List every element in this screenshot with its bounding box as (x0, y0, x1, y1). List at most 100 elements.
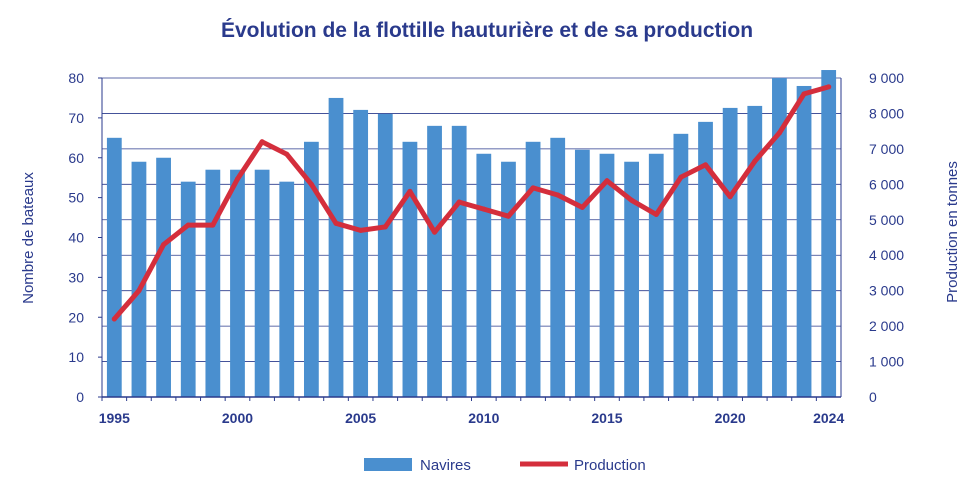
x-tick-label: 2020 (715, 410, 746, 426)
bar-navires-2018 (673, 133, 689, 397)
y2-tick-label: 4 000 (869, 247, 904, 263)
x-tick-label: 2000 (222, 410, 253, 426)
x-tick-label: 1995 (99, 410, 130, 426)
x-tick-label: 2005 (345, 410, 376, 426)
line-production (111, 84, 832, 322)
bar-navires-2001 (254, 169, 270, 397)
y2-tick-label: 3 000 (869, 283, 904, 299)
bar-navires-1998 (180, 181, 196, 397)
point-production-1999 (210, 222, 216, 228)
point-production-2008 (432, 229, 438, 235)
bar-navires-2006 (377, 113, 393, 397)
point-production-2020 (727, 194, 733, 200)
bar-navires-2024 (821, 70, 837, 398)
point-production-1995 (111, 316, 117, 322)
point-production-2016 (629, 197, 635, 203)
point-production-2023 (801, 91, 807, 97)
point-production-2003 (308, 181, 314, 187)
bar-navires-2008 (427, 125, 442, 397)
bar-navires-2005 (353, 109, 369, 398)
bar-navires-2021 (747, 105, 763, 397)
bar-navires-2022 (772, 78, 787, 397)
point-production-2011 (505, 213, 511, 219)
y-tick-label: 0 (76, 389, 84, 405)
x-tick-label: 2010 (468, 410, 499, 426)
bar-navires-2007 (402, 141, 418, 397)
bar-navires-2023 (796, 85, 812, 397)
point-production-1997 (161, 242, 167, 248)
point-production-2013 (555, 192, 561, 198)
bar-series-navires (106, 70, 837, 398)
legend: Navires Production (364, 457, 646, 474)
y-tick-label: 80 (68, 70, 84, 86)
bar-navires-2016 (624, 161, 640, 397)
point-production-2022 (776, 130, 782, 136)
y2-tick-label: 9 000 (869, 70, 904, 86)
bar-navires-2003 (303, 141, 319, 397)
y-tick-label: 60 (68, 150, 84, 166)
y2-tick-label: 7 000 (869, 141, 904, 157)
bar-navires-2019 (698, 121, 713, 398)
y2-axis-label: Production en tonnes (944, 161, 961, 303)
gridlines (102, 77, 841, 362)
bar-navires-2015 (599, 153, 615, 397)
y2-tick-label: 2 000 (869, 318, 904, 334)
bar-navires-2013 (550, 137, 566, 397)
point-production-2004 (333, 220, 339, 226)
point-production-2014 (579, 204, 585, 210)
bar-navires-2011 (501, 161, 516, 397)
point-production-2005 (358, 227, 364, 233)
point-production-2012 (530, 185, 536, 191)
point-production-2000 (234, 176, 240, 182)
y-tick-label: 50 (68, 190, 84, 206)
point-production-2001 (259, 139, 265, 145)
legend-label-production: Production (574, 457, 646, 474)
bar-navires-1999 (205, 169, 221, 397)
bar-navires-1996 (131, 161, 147, 397)
point-production-2009 (456, 199, 462, 205)
axes (101, 78, 842, 401)
left-axis-ticks: 0 10 20 30 40 50 60 70 80 (68, 70, 102, 405)
bar-navires-2004 (328, 97, 344, 397)
bar-navires-2010 (476, 153, 492, 397)
y-tick-label: 70 (68, 110, 84, 126)
bar-navires-2002 (279, 181, 295, 397)
bar-navires-2014 (574, 149, 590, 397)
chart-title: Évolution de la flottille hauturière et … (221, 19, 753, 42)
point-production-2019 (703, 162, 709, 168)
y-tick-label: 40 (68, 230, 84, 246)
point-production-2018 (678, 174, 684, 180)
legend-swatch-navires (364, 458, 412, 471)
point-production-2015 (604, 178, 610, 184)
point-production-2017 (653, 211, 659, 217)
bar-navires-1995 (106, 137, 122, 397)
y-tick-label: 20 (68, 309, 84, 325)
x-axis-ticks: 1995 2000 2005 2010 2015 2020 2024 (99, 410, 845, 426)
bar-navires-2017 (648, 153, 664, 397)
point-production-2006 (382, 224, 388, 230)
bar-navires-1997 (156, 157, 171, 397)
bar-navires-2012 (525, 141, 541, 397)
y-tick-label: 30 (68, 269, 84, 285)
y2-tick-label: 6 000 (869, 176, 904, 192)
x-tick-label: 2024 (813, 410, 844, 426)
point-production-2021 (752, 158, 758, 164)
point-production-1998 (185, 222, 191, 228)
bar-navires-2000 (230, 169, 245, 397)
y2-tick-label: 5 000 (869, 212, 904, 228)
bar-navires-2020 (722, 107, 738, 397)
y-tick-label: 10 (68, 349, 84, 365)
point-production-2002 (284, 151, 290, 157)
y-axis-label: Nombre de bateaux (20, 172, 37, 304)
line-series-production (111, 84, 832, 322)
x-tick-label: 2015 (591, 410, 622, 426)
y2-tick-label: 8 000 (869, 105, 904, 121)
point-production-1996 (136, 288, 142, 294)
point-production-2007 (407, 188, 413, 194)
bar-navires-2009 (451, 125, 467, 397)
y2-tick-label: 1 000 (869, 354, 904, 370)
point-production-2010 (481, 206, 487, 212)
right-axis-ticks: 0 1 000 2 000 3 000 4 000 5 000 6 000 7 000 8 00… (869, 70, 904, 405)
legend-label-navires: Navires (420, 457, 471, 474)
